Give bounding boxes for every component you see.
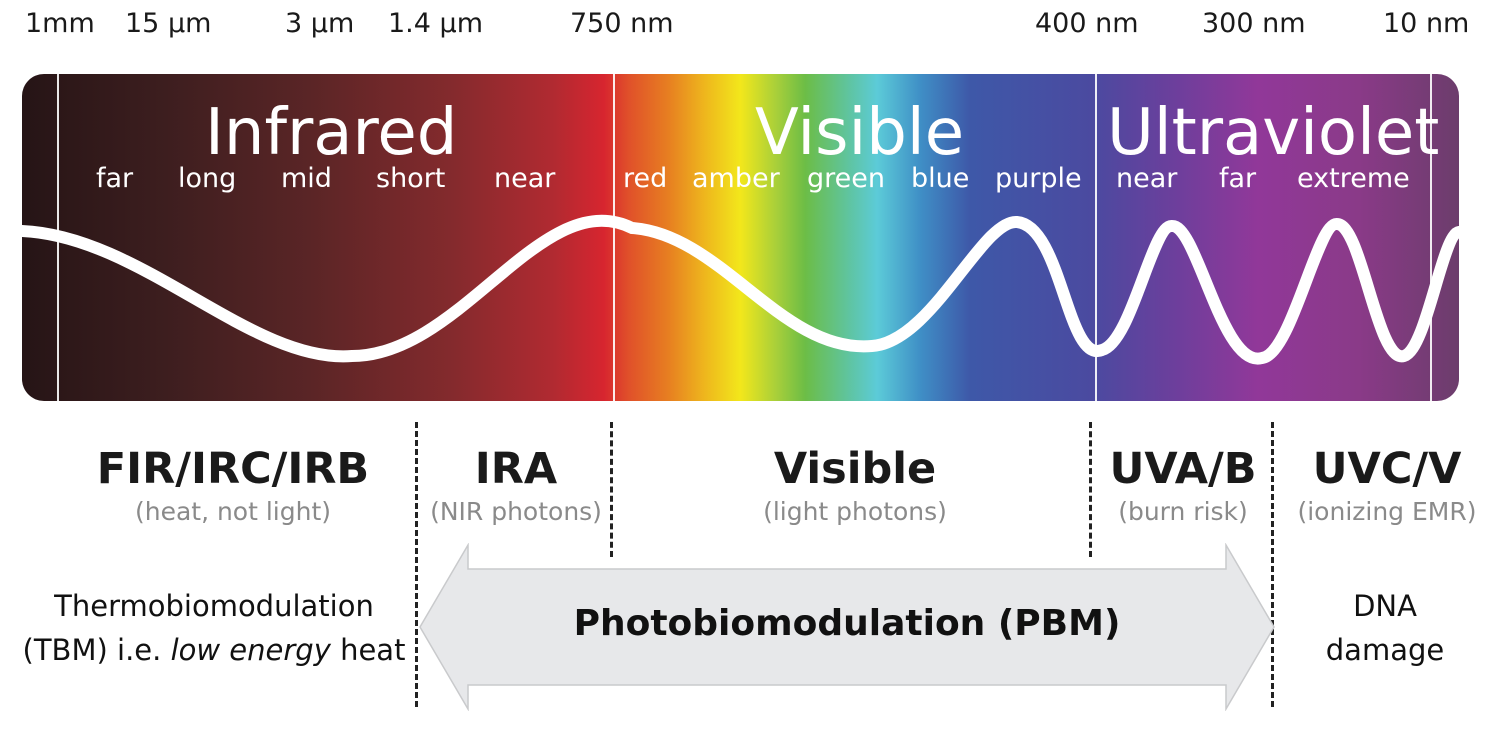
- sub-label-blue: blue: [911, 163, 970, 194]
- spectrum-bar: Infrared Visible Ultraviolet far long mi…: [22, 74, 1459, 401]
- tbm-line2: (TBM) i.e. low energy heat: [8, 628, 420, 672]
- wavelength-label-400nm: 400 nm: [1035, 8, 1139, 39]
- region-uvcv: UVC/V (ionizing EMR): [1282, 440, 1492, 526]
- wavelength-label-300nm: 300 nm: [1202, 8, 1306, 39]
- wavelength-label-1mm: 1mm: [25, 8, 95, 39]
- region-caption: (NIR photons): [430, 497, 602, 526]
- region-fir: FIR/IRC/IRB (heat, not light): [62, 440, 404, 526]
- sub-label-far-uv: far: [1219, 163, 1257, 194]
- divider-visible-uv: [1095, 74, 1097, 401]
- sub-label-near-ir: near: [494, 163, 556, 194]
- region-caption: (light photons): [763, 497, 947, 526]
- wavelength-label-3um: 3 µm: [285, 8, 355, 39]
- tbm-line2-suffix: heat: [330, 633, 406, 667]
- region-title: UVC/V: [1312, 444, 1462, 494]
- dashed-divider-ira-visible: [610, 422, 613, 557]
- region-caption: (burn risk): [1118, 497, 1248, 526]
- region-title: Visible: [773, 444, 937, 494]
- band-title-ultraviolet: Ultraviolet: [1107, 96, 1440, 170]
- divider-uv-end: [1430, 74, 1432, 401]
- sub-label-long: long: [178, 163, 237, 194]
- wavelength-label-10nm: 10 nm: [1383, 8, 1470, 39]
- tbm-line1: Thermobiomodulation: [54, 589, 374, 623]
- region-title: FIR/IRC/IRB: [96, 444, 370, 494]
- sub-label-mid: mid: [281, 163, 332, 194]
- pbm-double-arrow: [419, 543, 1275, 711]
- region-caption: (ionizing EMR): [1297, 497, 1477, 526]
- sub-label-amber: amber: [692, 163, 780, 194]
- band-title-visible: Visible: [755, 96, 965, 170]
- sub-label-green: green: [807, 163, 885, 194]
- sub-label-extreme: extreme: [1297, 163, 1410, 194]
- sub-label-red: red: [623, 163, 668, 194]
- wavelength-label-1-4um: 1.4 µm: [388, 8, 484, 39]
- sub-label-short: short: [376, 163, 446, 194]
- region-caption: (heat, not light): [134, 497, 332, 526]
- dna-line2: damage: [1325, 633, 1445, 667]
- region-visible: Visible (light photons): [700, 440, 1010, 526]
- region-title: IRA: [474, 444, 558, 494]
- dashed-divider-pbm-dna: [1271, 422, 1274, 707]
- tbm-label: Thermobiomodulation (TBM) i.e. low energ…: [8, 584, 420, 672]
- divider-ir-visible: [613, 74, 615, 401]
- region-uvab: UVA/B (burn risk): [1097, 440, 1269, 526]
- wavelength-label-15um: 15 µm: [125, 8, 212, 39]
- tbm-line2-italic: low energy: [170, 633, 331, 667]
- pbm-label: Photobiomodulation (PBM): [573, 603, 1121, 644]
- sub-label-purple: purple: [995, 163, 1082, 194]
- dna-damage-label: DNA damage: [1290, 584, 1480, 672]
- sub-label-near-uv: near: [1116, 163, 1178, 194]
- band-title-infrared: Infrared: [205, 96, 458, 170]
- dashed-divider-visible-uvab: [1089, 422, 1092, 557]
- sub-label-far: far: [96, 163, 134, 194]
- region-ira: IRA (NIR photons): [420, 440, 612, 526]
- dashed-divider-tbm-pbm: [415, 422, 418, 707]
- tbm-line2-prefix: (TBM) i.e.: [22, 633, 171, 667]
- dna-line1: DNA: [1353, 589, 1417, 623]
- region-title: UVA/B: [1109, 444, 1257, 494]
- wavelength-label-750nm: 750 nm: [570, 8, 674, 39]
- wave-line: [22, 214, 1459, 365]
